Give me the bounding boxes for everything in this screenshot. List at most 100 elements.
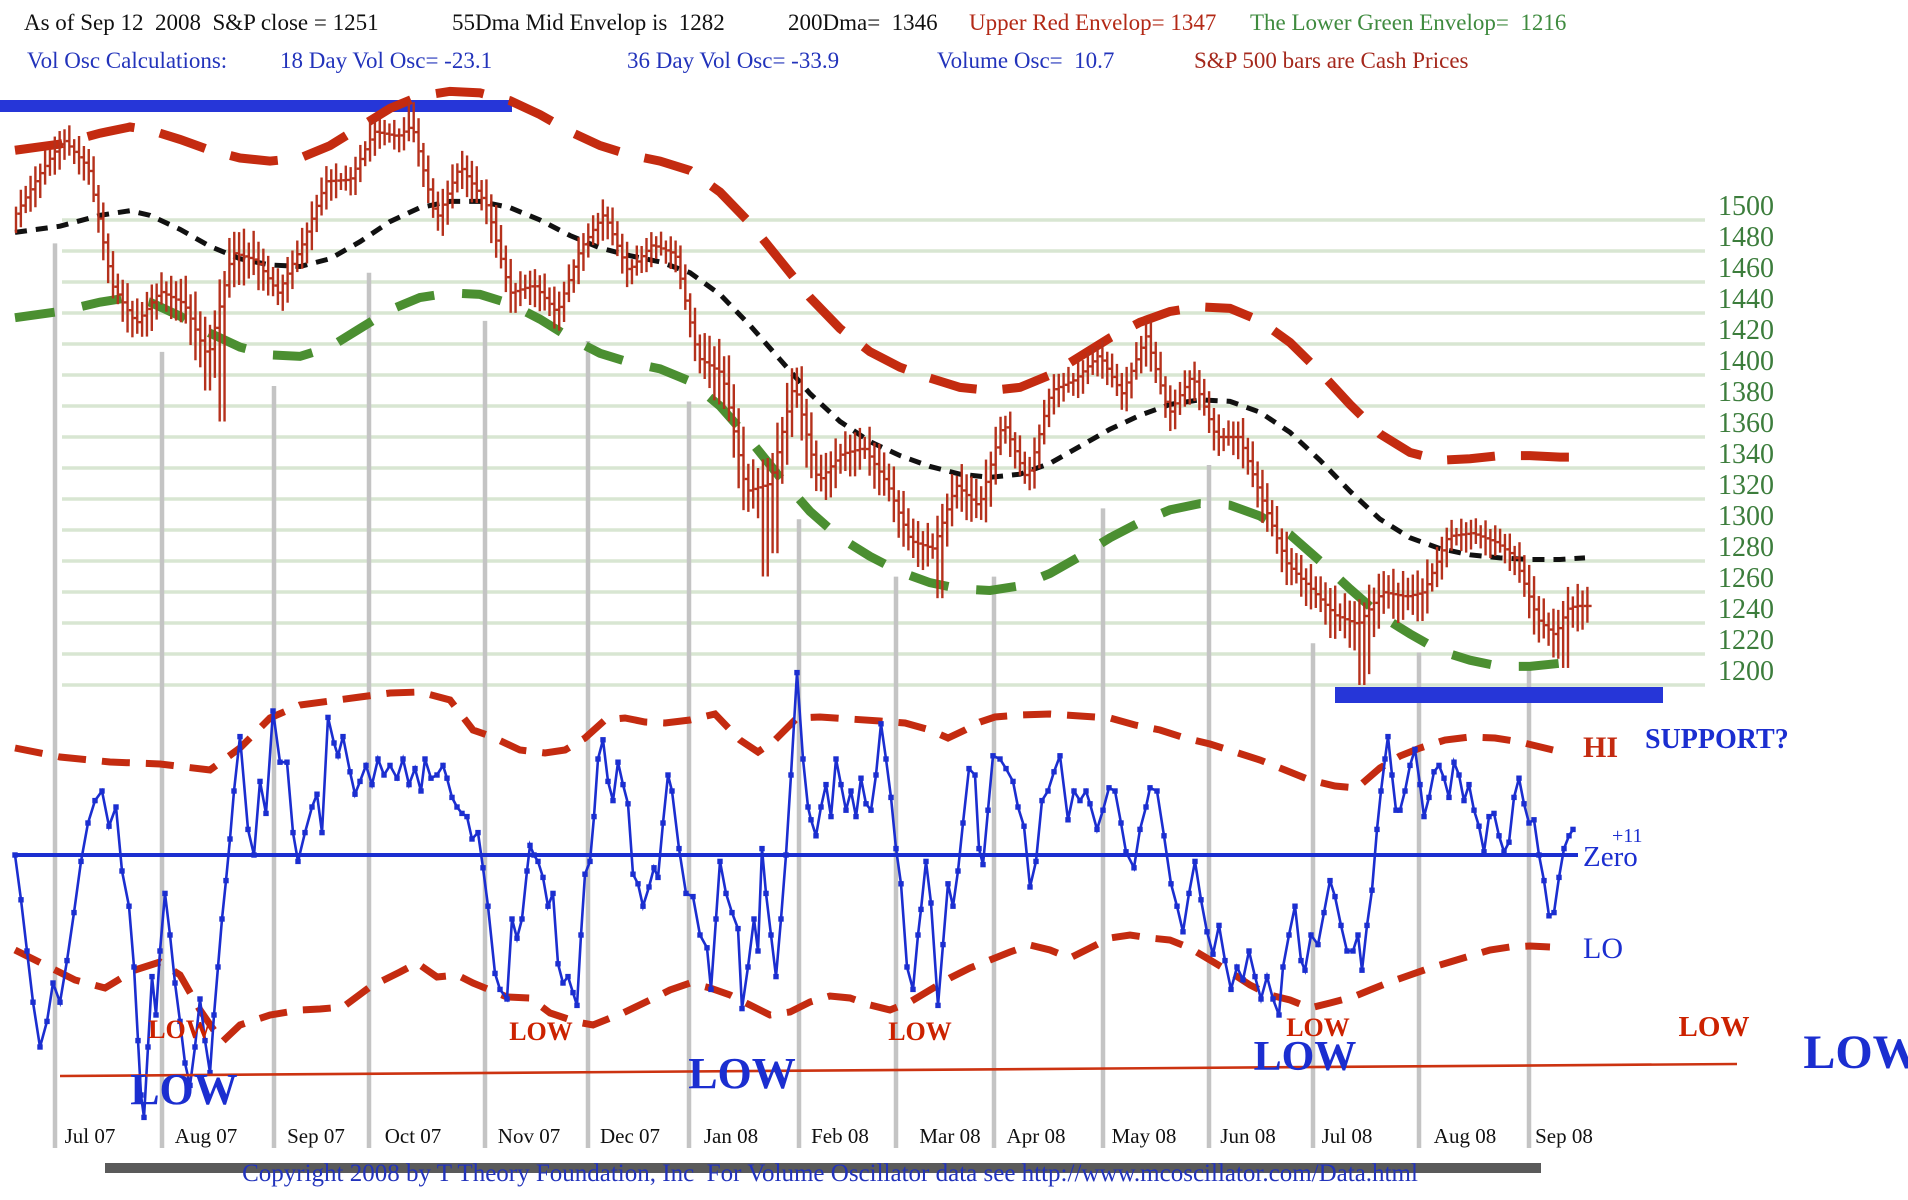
- price-bar-close-tick: [400, 134, 404, 137]
- price-bar-close-tick: [1360, 621, 1364, 624]
- price-bar-close-tick: [1457, 533, 1461, 537]
- price-bar-close-tick: [65, 139, 69, 143]
- price-bar: [1503, 533, 1507, 564]
- price-bar: [1392, 568, 1395, 619]
- osc-point-marker: [1083, 788, 1089, 794]
- osc-point-marker: [1192, 858, 1198, 865]
- price-bar: [747, 463, 750, 512]
- osc-point-marker: [676, 845, 682, 852]
- osc-point-marker: [1174, 903, 1180, 909]
- price-bar-close-tick: [322, 191, 326, 195]
- osc-point-marker: [565, 973, 571, 980]
- osc-current-value-label: +11: [1612, 825, 1643, 847]
- price-bar-close-tick: [1549, 628, 1553, 631]
- price-bar-close-tick: [725, 382, 729, 385]
- price-bar: [514, 282, 517, 313]
- price-bar: [262, 248, 265, 291]
- price-bar-close-tick: [419, 150, 423, 153]
- price-bar: [1314, 576, 1317, 608]
- t-theory-low-label-blue: LOW: [130, 1065, 238, 1114]
- price-bar-close-tick: [1176, 402, 1180, 405]
- price-bar-close-tick: [487, 204, 491, 207]
- price-bar: [713, 346, 716, 401]
- osc-point-marker: [545, 903, 551, 909]
- price-bar: [276, 268, 280, 306]
- price-bar: [1038, 424, 1041, 469]
- osc-point-marker: [207, 1069, 213, 1076]
- price-bar-close-tick: [895, 499, 899, 502]
- price-bar: [1455, 527, 1458, 546]
- month-label-Dec-07: Dec 07: [600, 1124, 660, 1148]
- price-bar: [572, 259, 575, 293]
- price-bar-close-tick: [327, 180, 331, 183]
- t-theory-trendline: [59, 1062, 1738, 1078]
- month-label-Jul-08: Jul 08: [1322, 1124, 1373, 1148]
- price-bar: [102, 202, 105, 261]
- price-bar: [1479, 525, 1482, 549]
- osc-point-marker: [509, 916, 515, 922]
- price-bar: [470, 160, 474, 203]
- osc-point-marker: [363, 762, 369, 769]
- price-bar: [727, 355, 731, 422]
- top-highlight-bar: [0, 100, 512, 112]
- osc-point-marker: [141, 1114, 147, 1121]
- price-bar: [490, 194, 493, 244]
- price-axis-label: 1340: [1718, 439, 1774, 470]
- osc-point-marker: [231, 788, 237, 794]
- price-bar-close-tick: [1161, 384, 1165, 387]
- osc-point-marker: [713, 916, 719, 922]
- price-bar-close-tick: [1026, 473, 1029, 477]
- price-bar: [955, 475, 959, 509]
- osc-point-marker: [434, 772, 440, 778]
- osc-point-marker: [1003, 765, 1009, 772]
- price-bar-close-tick: [783, 430, 787, 434]
- price-bar-close-tick: [1210, 417, 1214, 421]
- price-bar-close-tick: [933, 547, 937, 550]
- osc-point-marker: [966, 765, 972, 772]
- osc-point-marker: [1033, 858, 1039, 865]
- price-bar: [1445, 527, 1448, 568]
- price-bar-close-tick: [75, 150, 79, 154]
- price-bar-close-tick: [1583, 604, 1587, 608]
- price-bar: [1406, 577, 1410, 611]
- osc-point-marker: [12, 852, 18, 858]
- price-bar: [402, 117, 406, 151]
- osc-point-marker: [928, 900, 934, 906]
- price-bar: [378, 118, 381, 149]
- price-bar-close-tick: [802, 413, 806, 416]
- osc-point-marker: [745, 964, 751, 970]
- price-bar-close-tick: [482, 196, 486, 200]
- price-bar: [1144, 321, 1148, 367]
- osc-low-label-red: LOW: [509, 1017, 573, 1046]
- osc-point-marker: [153, 1012, 159, 1018]
- osc-point-marker: [1374, 826, 1380, 833]
- price-bar-close-tick: [162, 290, 166, 294]
- price-bar: [533, 269, 537, 308]
- osc-point-marker: [99, 788, 105, 794]
- price-bar-close-tick: [1297, 572, 1301, 576]
- osc-point-marker: [422, 756, 428, 762]
- osc-point-marker: [697, 932, 703, 938]
- price-bar: [567, 264, 571, 303]
- osc-point-marker: [833, 756, 839, 762]
- osc-point-marker: [1378, 788, 1384, 794]
- price-bar: [873, 442, 876, 489]
- osc-point-marker: [1112, 788, 1118, 794]
- osc-point-marker: [1446, 794, 1452, 801]
- price-bar: [436, 191, 440, 231]
- price-bar: [519, 271, 522, 307]
- price-bar: [1188, 370, 1191, 405]
- osc-point-marker: [1302, 967, 1308, 973]
- price-bar-close-tick: [153, 301, 156, 304]
- price-bar: [310, 201, 314, 251]
- osc-point-marker: [1286, 932, 1292, 938]
- price-bar-close-tick: [822, 476, 826, 480]
- price-bar-close-tick: [1268, 512, 1272, 515]
- price-bar-close-tick: [473, 182, 477, 185]
- price-bar-close-tick: [1399, 593, 1403, 597]
- price-bar-close-tick: [119, 293, 123, 296]
- price-bar: [368, 120, 372, 162]
- osc-point-marker: [237, 733, 243, 740]
- price-bar: [509, 258, 512, 313]
- osc-low-label-red: LOW: [148, 1015, 212, 1044]
